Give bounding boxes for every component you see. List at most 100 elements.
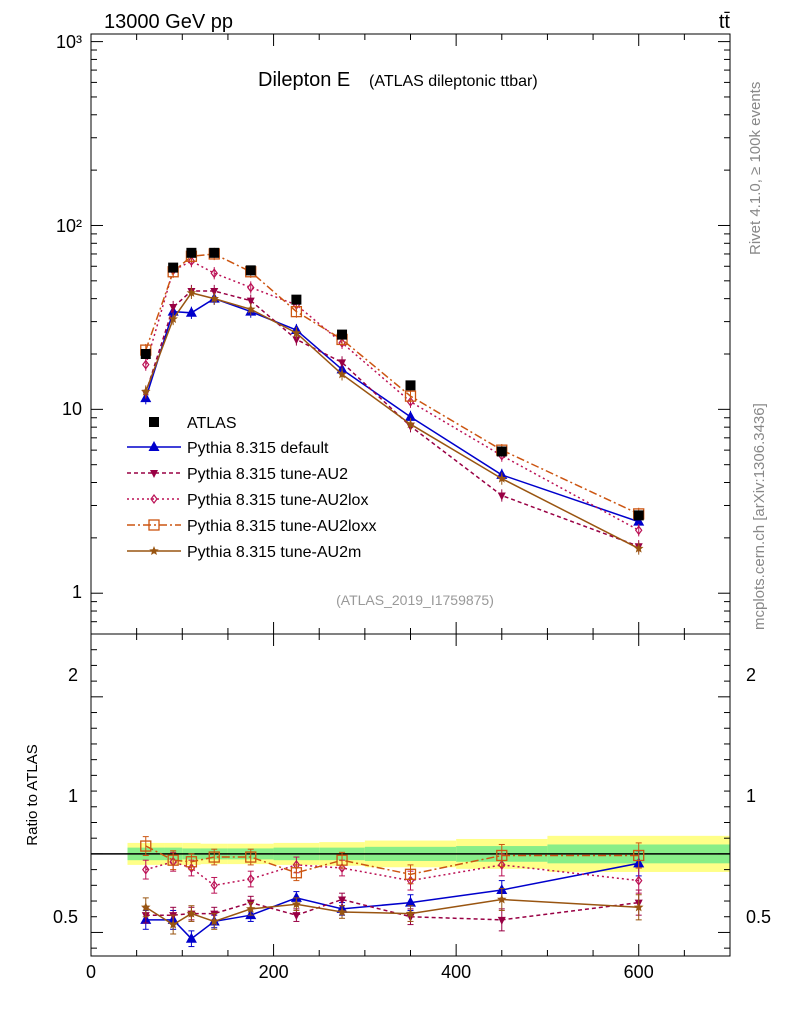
y-tick-label-10: 10 <box>62 399 82 419</box>
series-point-0 <box>633 515 645 526</box>
series-point-2 <box>187 256 196 267</box>
series-point-2 <box>210 268 218 279</box>
series-point-3 <box>404 390 417 402</box>
ratio-point-4 <box>168 919 178 929</box>
ratio-point-4 <box>186 908 197 918</box>
ratio-point-3 <box>208 851 220 863</box>
y-tick-label-1: 1 <box>72 582 82 602</box>
series-point-0 <box>185 306 197 317</box>
ratio-point-4 <box>245 903 256 913</box>
ratio-point-4 <box>633 902 644 912</box>
legend-label-default: Pythia 8.315 default <box>187 440 329 457</box>
atlas-data-point <box>337 329 348 340</box>
ratio-point-2 <box>247 874 255 885</box>
series-point-4 <box>337 369 347 379</box>
ratio-point-2 <box>210 880 218 891</box>
ratio-point-0 <box>185 932 197 943</box>
ratio-line-0 <box>145 862 639 940</box>
atlas-data-point <box>168 262 179 273</box>
x-tick-label-400: 400 <box>441 962 471 982</box>
ratio-point-3 <box>336 854 348 866</box>
ratio-point-0 <box>405 896 416 907</box>
plot-subtitle: (ATLAS dileptonic ttbar) <box>369 73 538 90</box>
series-point-1 <box>292 336 301 345</box>
atlas-data-point <box>209 247 220 258</box>
series-line-1 <box>145 290 639 548</box>
ratio-tick-label-0.5-left: 0.5 <box>53 907 78 927</box>
series-point-0 <box>405 410 416 421</box>
series-point-4 <box>141 386 151 396</box>
ratio-point-3 <box>245 851 257 863</box>
y-tick-label-1000: 10³ <box>56 32 82 52</box>
ratio-plot-series <box>140 836 645 948</box>
ratio-tick-label-2-left: 2 <box>68 665 78 685</box>
analysis-id-watermark: (ATLAS_2019_I1759875) <box>336 592 494 608</box>
series-point-1 <box>246 297 255 306</box>
legend-marker-atlas <box>149 417 159 427</box>
series-point-2 <box>247 282 255 293</box>
ratio-point-2 <box>142 864 150 875</box>
series-point-4 <box>186 287 197 297</box>
atlas-data-point <box>291 294 302 305</box>
ratio-line-1 <box>145 898 639 921</box>
legend-label-au2: Pythia 8.315 tune-AU2 <box>187 466 348 483</box>
ratio-y-axis-label: Ratio to ATLAS <box>24 744 41 845</box>
ratio-line-4 <box>145 898 639 926</box>
x-tick-label-600: 600 <box>624 962 654 982</box>
ratio-point-3 <box>185 856 198 868</box>
series-point-3 <box>290 305 303 318</box>
energy-label: 13000 GeV pp <box>104 11 233 33</box>
ratio-point-3 <box>140 840 152 852</box>
series-point-4 <box>405 419 416 429</box>
series-point-1 <box>210 288 219 297</box>
ratio-point-1 <box>338 896 347 905</box>
legend-label-atlas: ATLAS <box>187 415 237 432</box>
ratio-point-1 <box>497 916 506 925</box>
ratio-tick-label-2-right: 2 <box>746 665 756 685</box>
legend: ATLAS Pythia 8.315 default Pythia 8.315 … <box>127 415 376 561</box>
ratio-tick-label-1-right: 1 <box>746 786 756 806</box>
rivet-version-label: Rivet 4.1.0, ≥ 100k events <box>747 82 764 255</box>
series-point-1 <box>338 359 347 368</box>
series-point-1 <box>497 492 506 501</box>
ratio-point-4 <box>337 907 347 917</box>
series-point-2 <box>338 337 346 348</box>
series-point-2 <box>634 525 643 536</box>
atlas-data-point <box>633 510 644 521</box>
ratio-point-3 <box>290 867 303 879</box>
ratio-point-3 <box>633 849 645 862</box>
atlas-data-point <box>245 265 256 276</box>
ratio-point-2 <box>634 875 643 886</box>
ratio-point-4 <box>209 916 219 926</box>
series-point-4 <box>291 328 302 338</box>
main-plot-series <box>140 247 645 555</box>
legend-label-au2m: Pythia 8.315 tune-AU2m <box>187 544 361 561</box>
atlas-data-point <box>186 247 197 258</box>
ratio-point-1 <box>292 912 301 921</box>
atlas-data-point <box>405 380 416 391</box>
ratio-point-4 <box>141 902 151 912</box>
legend-marker-3 <box>148 519 160 531</box>
ratio-point-4 <box>497 894 507 904</box>
ratio-line-3 <box>145 845 639 876</box>
series-point-1 <box>169 304 178 313</box>
ratio-tick-label-0.5-right: 0.5 <box>746 907 771 927</box>
legend-marker-1 <box>150 470 158 478</box>
ratio-point-2 <box>338 863 346 874</box>
series-point-4 <box>633 543 644 553</box>
x-tick-label-200: 200 <box>259 962 289 982</box>
series-line-2 <box>145 260 640 531</box>
ratio-axis-ticks <box>90 633 731 956</box>
series-point-4 <box>209 293 219 303</box>
process-label: tt̄ <box>719 11 731 33</box>
legend-marker-2 <box>150 494 158 504</box>
series-point-4 <box>497 473 507 483</box>
ratio-point-2 <box>498 859 506 870</box>
ratio-point-3 <box>167 854 179 866</box>
series-point-4 <box>245 304 256 314</box>
legend-label-au2lox: Pythia 8.315 tune-AU2lox <box>187 492 368 509</box>
ratio-point-4 <box>291 899 302 909</box>
atlas-data-point <box>496 446 507 457</box>
legend-label-au2loxx: Pythia 8.315 tune-AU2loxx <box>187 518 376 535</box>
ratio-point-3 <box>404 868 417 880</box>
